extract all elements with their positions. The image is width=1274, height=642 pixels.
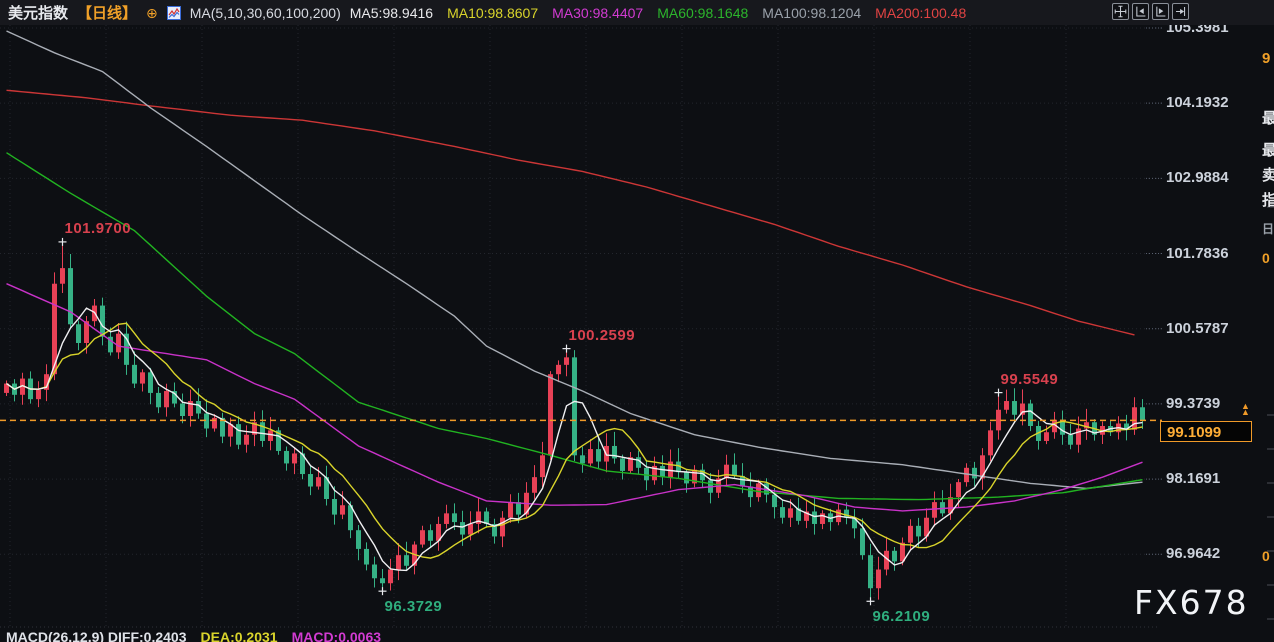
macd-indicator-row: MACD(26,12,9) DIFF:0.2403 DEA:0.2031 MACD:… xyxy=(6,629,395,642)
ma-legend: MA5:98.9416 MA10:98.8607 MA30:98.4407 MA60:… xyxy=(350,5,966,21)
clipped-panel-text: 9 xyxy=(1262,50,1271,67)
clipped-panel-text: 指 xyxy=(1262,192,1274,209)
chart-toolbar xyxy=(1112,3,1189,20)
chart-header: 美元指数 【日线】 ⊕ MA(5,10,30,60,100,200) MA5:9… xyxy=(0,0,1274,25)
macd-value-label: MACD:0.0063 xyxy=(291,629,382,642)
macd-value-label: MACD(26,12,9) DIFF:0.2403 xyxy=(6,629,187,642)
ma-legend-item: MA60:98.1648 xyxy=(657,4,749,21)
y-axis-label: 96.9642 xyxy=(1166,545,1221,563)
y-axis-label: 102.9884 xyxy=(1166,169,1229,187)
ma-line-ma200 xyxy=(6,89,1135,336)
extreme-marker xyxy=(562,344,571,353)
ma-legend-item: MA5:98.9416 xyxy=(349,4,434,21)
y-axis-label: 98.1691 xyxy=(1166,470,1221,488)
watermark: FX678 xyxy=(1134,583,1249,622)
add-favorite-icon[interactable]: ⊕ xyxy=(146,4,158,21)
ma-line-ma60 xyxy=(6,152,1143,501)
current-price-box: 99.1099 xyxy=(1160,421,1252,443)
candlestick-chart-icon[interactable] xyxy=(166,5,181,20)
crosshair-tool-button[interactable] xyxy=(1112,3,1129,20)
symbol-name: 美元指数 xyxy=(8,5,69,22)
price-axis[interactable]: 105.3981 104.1932 102.9884 101.7836 100.5787… xyxy=(1160,19,1260,625)
period-label[interactable]: 【日线】 xyxy=(77,5,138,22)
ma-legend-item: MA10:98.8607 xyxy=(447,4,539,21)
jump-to-price-icon[interactable]: ▲ ▲ xyxy=(1241,401,1250,418)
ma-legend-item: MA100:98.1204 xyxy=(762,4,862,21)
clipped-panel-text: 最 xyxy=(1262,142,1274,159)
ma-params-label: MA(5,10,30,60,100,200) xyxy=(189,4,341,21)
clipped-panel-text: 日 xyxy=(1262,222,1274,236)
candles xyxy=(4,241,1145,602)
y-axis-label: 99.3739 xyxy=(1166,394,1221,412)
extreme-marker xyxy=(378,587,387,596)
y-axis-label: 101.7836 xyxy=(1166,244,1229,262)
scale-left-button[interactable] xyxy=(1132,3,1149,20)
y-axis-label: 104.1932 xyxy=(1166,94,1229,112)
ma-line-ma30 xyxy=(6,283,1143,512)
goto-latest-button[interactable] xyxy=(1172,3,1189,20)
clipped-panel-text: 0 xyxy=(1262,548,1270,564)
extreme-marker xyxy=(994,388,1003,397)
grid-lines xyxy=(0,25,1163,628)
clipped-panel-text: 卖 xyxy=(1262,167,1274,184)
ma-legend-item: MA30:98.4407 xyxy=(552,4,644,21)
scale-right-button[interactable] xyxy=(1152,3,1169,20)
ma-legend-item: MA200:100.48 xyxy=(875,4,967,21)
clipped-panel-text: 0 xyxy=(1262,250,1270,266)
ma-line-ma100 xyxy=(6,30,1143,490)
y-axis-label: 100.5787 xyxy=(1166,319,1229,337)
extreme-marker xyxy=(866,597,875,606)
ma-line-ma5 xyxy=(6,307,1143,572)
extreme-marker xyxy=(58,237,67,246)
macd-value-label: DEA:0.2031 xyxy=(200,629,278,642)
ma-line-ma10 xyxy=(6,322,1143,559)
clipped-panel-text: 最 xyxy=(1262,110,1274,127)
